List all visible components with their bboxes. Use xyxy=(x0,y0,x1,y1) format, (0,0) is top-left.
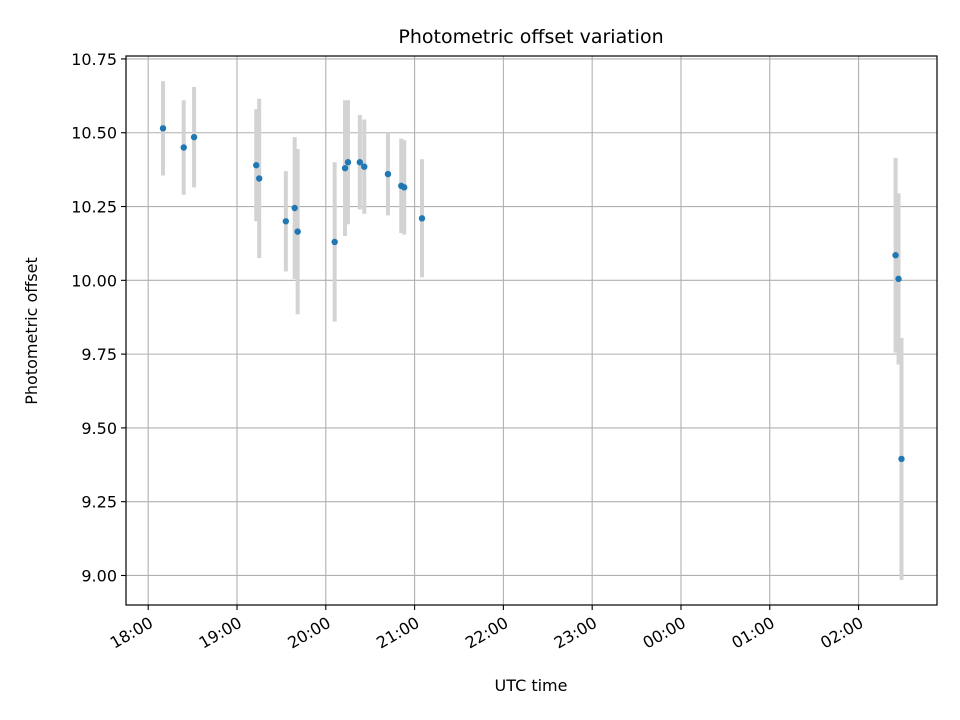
data-point xyxy=(892,252,899,259)
data-point xyxy=(294,228,301,235)
y-tick-label: 9.50 xyxy=(81,419,117,438)
y-tick-label: 10.25 xyxy=(71,198,117,217)
chart-title: Photometric offset variation xyxy=(398,26,663,48)
data-point xyxy=(282,218,290,225)
data-point xyxy=(190,133,198,141)
data-point xyxy=(255,175,263,182)
data-points xyxy=(159,125,905,463)
data-point xyxy=(159,125,167,132)
data-point xyxy=(418,215,426,222)
data-point xyxy=(180,144,187,151)
y-axis-ticks: 9.00 9.25 9.50 9.75 10.00 10.25 10.50 10.75 xyxy=(71,50,126,585)
y-tick-label: 10.00 xyxy=(71,271,117,290)
data-point xyxy=(401,184,408,191)
x-axis-label: UTC time xyxy=(495,676,568,695)
data-point xyxy=(384,170,392,178)
data-point xyxy=(898,455,905,463)
y-tick-label: 9.00 xyxy=(81,566,117,585)
axes-frame xyxy=(125,55,938,606)
data-point xyxy=(341,164,349,172)
data-point xyxy=(331,238,338,246)
data-point xyxy=(344,159,352,166)
data-point xyxy=(356,159,364,166)
data-point xyxy=(361,163,368,170)
data-point xyxy=(895,275,902,283)
data-point xyxy=(291,204,298,212)
y-axis-label: Photometric offset xyxy=(22,257,41,405)
y-tick-label: 10.75 xyxy=(71,50,117,69)
grid xyxy=(126,56,937,605)
y-tick-label: 10.50 xyxy=(71,124,117,143)
y-tick-label: 9.25 xyxy=(81,493,117,512)
data-point xyxy=(253,162,260,169)
y-tick-label: 9.75 xyxy=(81,345,117,364)
